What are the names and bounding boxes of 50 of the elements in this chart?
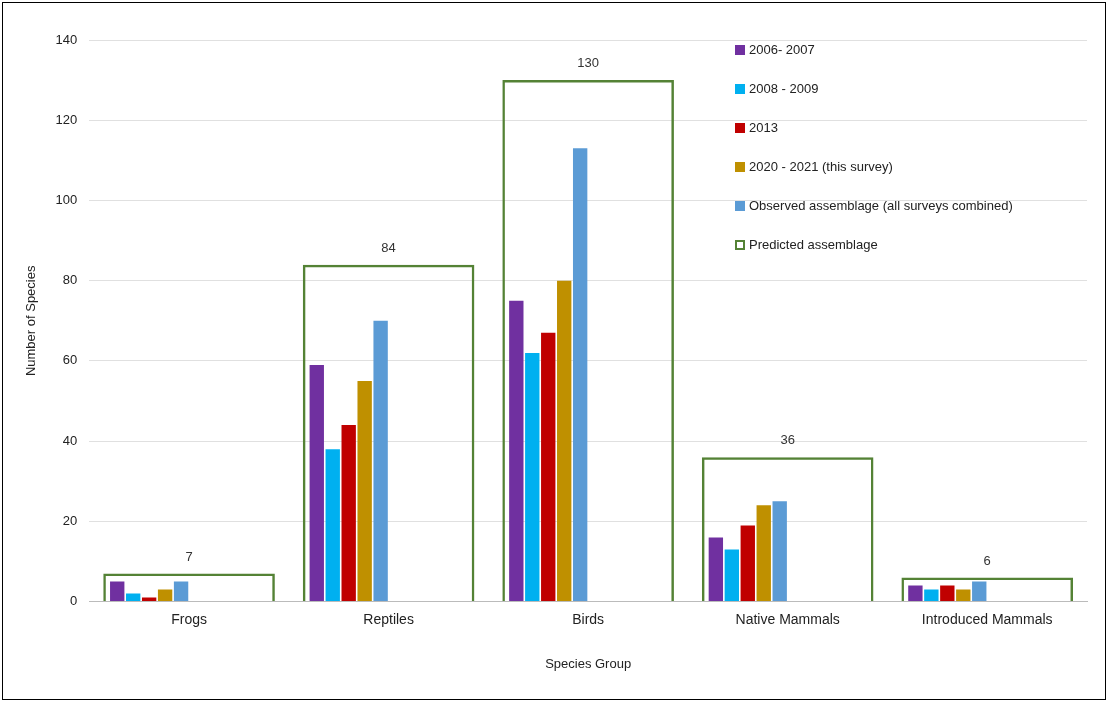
legend-label: 2006- 2007 [749,42,815,57]
y-tick-label: 0 [70,593,78,609]
y-tick-label: 60 [62,352,78,368]
bar [956,589,971,602]
x-tick-label: Frogs [171,610,207,627]
bar [110,581,125,602]
legend-label: 2013 [749,120,778,135]
x-tick-label: Native Mammals [735,610,840,627]
x-axis-title: Species Group [545,655,632,671]
bar [357,380,372,602]
legend-label: 2020 - 2021 (this survey) [749,159,893,174]
y-tick-label: 20 [62,512,78,528]
bar [972,581,987,602]
x-tick-label: Birds [572,610,605,627]
bar [772,501,787,602]
y-tick-label: 40 [62,432,78,448]
bar [309,364,324,602]
bar [157,589,173,602]
bar [708,537,724,602]
bar [325,449,340,602]
legend-label: Observed assemblage (all surveys combined) [749,198,1013,213]
bar [908,585,923,602]
bar [173,581,189,602]
bar [740,525,755,602]
legend-label: 2008 - 2009 [749,81,819,96]
bar [509,300,524,602]
data-label: 36 [780,432,795,448]
y-tick-label: 120 [55,111,78,127]
bar [126,593,141,602]
y-axis-title: Number of Species [23,265,39,377]
bar [572,148,588,602]
y-tick-label: 100 [55,192,78,208]
data-label: 84 [381,239,396,255]
data-label: 7 [185,548,193,564]
bar [940,585,955,602]
y-tick-label: 140 [55,31,78,47]
bar [924,589,939,602]
data-label: 6 [983,552,991,568]
bar [341,425,356,602]
bar [525,352,540,602]
bar [541,332,556,602]
x-tick-label: Introduced Mammals [921,610,1053,627]
legend-label: Predicted assemblage [749,237,878,252]
x-tick-label: Reptiles [363,610,414,627]
bar [724,549,739,602]
y-tick-label: 80 [62,272,78,288]
bar [756,505,771,602]
bar [373,320,388,602]
bar [557,280,572,602]
data-label: 130 [577,55,599,71]
